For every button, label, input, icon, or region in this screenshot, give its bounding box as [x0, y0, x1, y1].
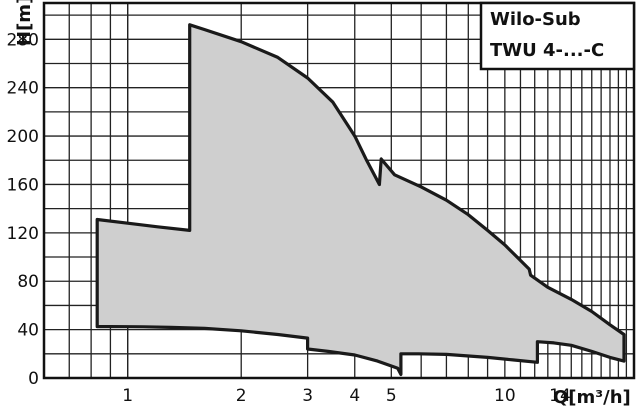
y-tick-label: 120	[7, 224, 39, 244]
y-tick-label: 40	[17, 321, 39, 341]
y-tick-label: 80	[17, 272, 39, 292]
legend-frame	[479, 1, 636, 71]
plot-frame	[42, 1, 636, 380]
y-tick-label: 200	[7, 127, 39, 147]
y-tick-label: 0	[28, 369, 39, 389]
x-tick-label: 3	[302, 386, 313, 406]
x-tick-labels: 1 2 3 4 5 10 14	[122, 386, 571, 406]
legend-box: Wilo-Sub TWU 4-...-C	[479, 1, 636, 71]
y-tick-label: 240	[7, 79, 39, 99]
x-tick-label: 5	[386, 386, 397, 406]
legend-line-2: TWU 4-...-C	[490, 40, 604, 61]
operating-range-layer	[42, 1, 636, 380]
y-axis-label: H[m]	[14, 0, 35, 46]
operating-range-area	[95, 23, 626, 376]
y-tick-label: 280	[7, 30, 39, 50]
y-tick-label: 160	[7, 175, 39, 195]
x-tick-label: 14	[549, 386, 571, 406]
x-tick-label: 10	[494, 386, 516, 406]
x-axis-label: Q[m³/h]	[553, 387, 631, 408]
x-tick-label: 1	[122, 386, 133, 406]
x-tick-label: 2	[236, 386, 247, 406]
x-tick-label: 4	[349, 386, 360, 406]
y-tick-labels: 0 40 80 120 160 200 240 280	[7, 30, 39, 389]
legend-line-1: Wilo-Sub	[490, 9, 581, 30]
